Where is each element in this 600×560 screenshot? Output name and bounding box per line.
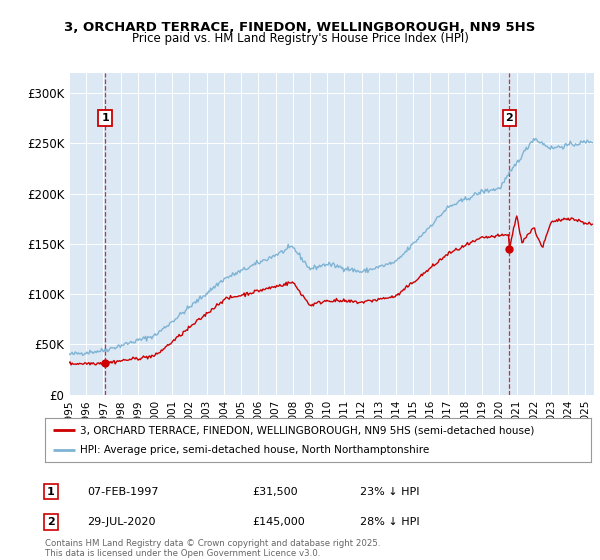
Text: £145,000: £145,000 [252, 517, 305, 527]
Text: 2: 2 [47, 517, 55, 527]
Text: 1: 1 [101, 113, 109, 123]
Text: 29-JUL-2020: 29-JUL-2020 [87, 517, 155, 527]
Text: 07-FEB-1997: 07-FEB-1997 [87, 487, 158, 497]
Text: 3, ORCHARD TERRACE, FINEDON, WELLINGBOROUGH, NN9 5HS (semi-detached house): 3, ORCHARD TERRACE, FINEDON, WELLINGBORO… [80, 425, 535, 435]
Text: £31,500: £31,500 [252, 487, 298, 497]
Text: 1: 1 [47, 487, 55, 497]
Text: HPI: Average price, semi-detached house, North Northamptonshire: HPI: Average price, semi-detached house,… [80, 445, 430, 455]
Text: 3, ORCHARD TERRACE, FINEDON, WELLINGBOROUGH, NN9 5HS: 3, ORCHARD TERRACE, FINEDON, WELLINGBORO… [64, 21, 536, 34]
Text: 28% ↓ HPI: 28% ↓ HPI [360, 517, 419, 527]
Text: Contains HM Land Registry data © Crown copyright and database right 2025.
This d: Contains HM Land Registry data © Crown c… [45, 539, 380, 558]
Text: Price paid vs. HM Land Registry's House Price Index (HPI): Price paid vs. HM Land Registry's House … [131, 32, 469, 45]
Text: 2: 2 [505, 113, 513, 123]
Text: 23% ↓ HPI: 23% ↓ HPI [360, 487, 419, 497]
